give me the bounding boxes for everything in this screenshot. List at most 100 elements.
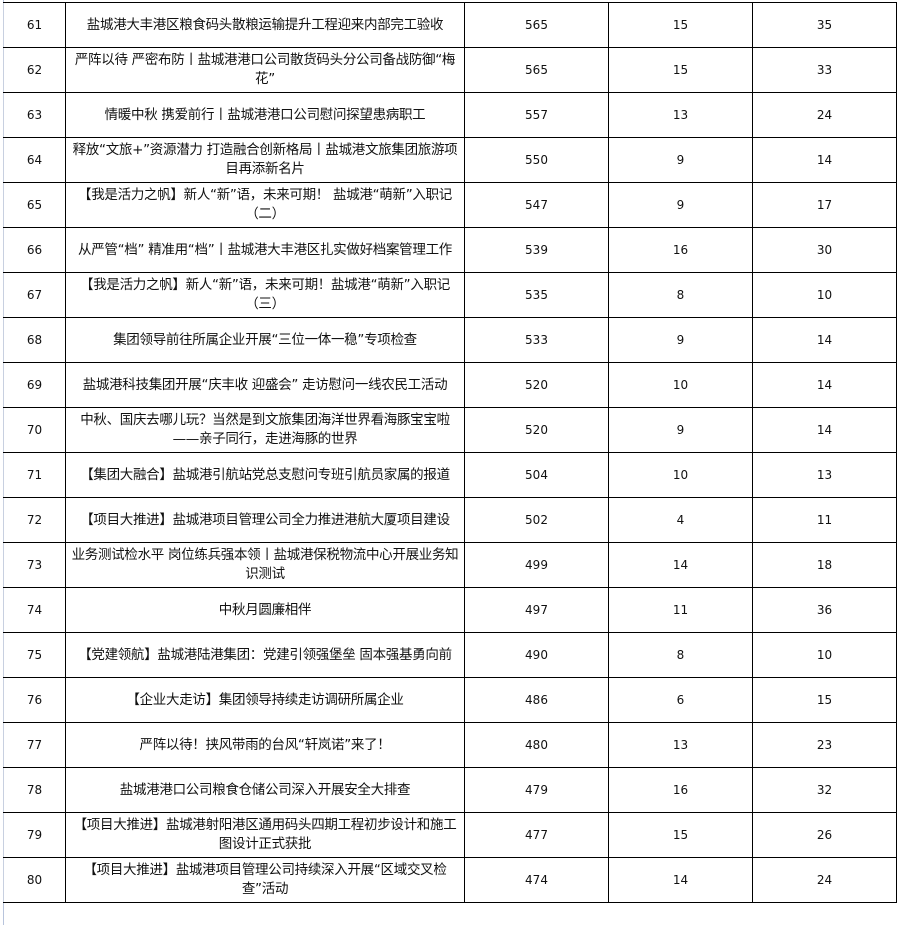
row-number-cell[interactable]: 66 [3,227,66,273]
title-cell[interactable]: 情暖中秋 携爱前行丨盐城港港口公司慰问探望患病职工 [65,92,465,138]
value-cell-2[interactable]: 14 [608,542,753,588]
title-cell[interactable]: 【我是活力之帆】新人“新”语，未来可期！盐城港“萌新”入职记（三） [65,272,465,318]
title-cell[interactable]: 集团领导前往所属企业开展“三位一体一稳”专项检查 [65,317,465,363]
value-cell-1[interactable]: 497 [464,587,609,633]
value-cell-2[interactable]: 9 [608,317,753,363]
row-number-cell[interactable]: 62 [3,47,66,93]
value-cell-2[interactable]: 15 [608,47,753,93]
value-cell-2[interactable]: 10 [608,452,753,498]
value-cell-2[interactable]: 8 [608,632,753,678]
value-cell-1[interactable]: 557 [464,92,609,138]
value-cell-3[interactable]: 14 [752,137,897,183]
value-cell-2[interactable]: 9 [608,407,753,453]
value-cell-3[interactable]: 23 [752,722,897,768]
value-cell-2[interactable]: 6 [608,677,753,723]
row-number-cell[interactable]: 78 [3,767,66,813]
value-cell-2[interactable]: 13 [608,722,753,768]
value-cell-2[interactable]: 15 [608,2,753,48]
value-cell-3[interactable]: 30 [752,227,897,273]
value-cell-3[interactable]: 24 [752,92,897,138]
value-cell-1[interactable]: 480 [464,722,609,768]
row-number-cell[interactable]: 65 [3,182,66,228]
value-cell-2[interactable]: 9 [608,137,753,183]
value-cell-1[interactable]: 533 [464,317,609,363]
row-number-cell[interactable]: 64 [3,137,66,183]
value-cell-2[interactable]: 9 [608,182,753,228]
value-cell-1[interactable]: 547 [464,182,609,228]
value-cell-1[interactable]: 490 [464,632,609,678]
row-number-cell[interactable]: 79 [3,812,66,858]
title-cell[interactable]: 严阵以待 严密布防丨盐城港港口公司散货码头分公司备战防御“梅花” [65,47,465,93]
value-cell-2[interactable]: 8 [608,272,753,318]
value-cell-2[interactable]: 14 [608,857,753,903]
value-cell-3[interactable]: 14 [752,317,897,363]
row-number-cell[interactable]: 67 [3,272,66,318]
value-cell-2[interactable]: 11 [608,587,753,633]
title-cell[interactable]: 中秋月圆廉相伴 [65,587,465,633]
row-number-cell[interactable]: 72 [3,497,66,543]
row-number-cell[interactable]: 80 [3,857,66,903]
title-cell[interactable]: 严阵以待！挟风带雨的台风“轩岚诺”来了！ [65,722,465,768]
row-number-cell[interactable]: 68 [3,317,66,363]
value-cell-1[interactable]: 539 [464,227,609,273]
value-cell-2[interactable]: 13 [608,92,753,138]
value-cell-2[interactable]: 15 [608,812,753,858]
row-number-cell[interactable]: 75 [3,632,66,678]
value-cell-1[interactable]: 479 [464,767,609,813]
title-cell[interactable]: 盐城港港口公司粮食仓储公司深入开展安全大排查 [65,767,465,813]
value-cell-3[interactable]: 33 [752,47,897,93]
value-cell-1[interactable]: 474 [464,857,609,903]
row-number-cell[interactable]: 77 [3,722,66,768]
title-cell[interactable]: 从严管“档” 精准用“档”丨盐城港大丰港区扎实做好档案管理工作 [65,227,465,273]
row-number-cell[interactable]: 61 [3,2,66,48]
row-number-cell[interactable]: 70 [3,407,66,453]
value-cell-1[interactable]: 520 [464,407,609,453]
value-cell-1[interactable]: 504 [464,452,609,498]
title-cell[interactable]: 【党建领航】盐城港陆港集团：党建引领强堡垒 固本强基勇向前 [65,632,465,678]
title-cell[interactable]: 【项目大推进】盐城港项目管理公司持续深入开展“区域交叉检查”活动 [65,857,465,903]
value-cell-1[interactable]: 565 [464,47,609,93]
row-number-cell[interactable]: 69 [3,362,66,408]
title-cell[interactable]: 中秋、国庆去哪儿玩？当然是到文旅集团海洋世界看海豚宝宝啦——亲子同行，走进海豚的… [65,407,465,453]
row-number-cell[interactable]: 63 [3,92,66,138]
title-cell[interactable]: 盐城港大丰港区粮食码头散粮运输提升工程迎来内部完工验收 [65,2,465,48]
value-cell-3[interactable]: 26 [752,812,897,858]
row-number-cell[interactable]: 73 [3,542,66,588]
value-cell-1[interactable]: 535 [464,272,609,318]
row-number-cell[interactable]: 71 [3,452,66,498]
value-cell-2[interactable]: 4 [608,497,753,543]
title-cell[interactable]: 【企业大走访】集团领导持续走访调研所属企业 [65,677,465,723]
title-cell[interactable]: 【集团大融合】盐城港引航站党总支慰问专班引航员家属的报道 [65,452,465,498]
value-cell-3[interactable]: 17 [752,182,897,228]
value-cell-1[interactable]: 486 [464,677,609,723]
value-cell-1[interactable]: 565 [464,2,609,48]
row-number-cell[interactable]: 74 [3,587,66,633]
value-cell-3[interactable]: 18 [752,542,897,588]
value-cell-3[interactable]: 32 [752,767,897,813]
value-cell-1[interactable]: 550 [464,137,609,183]
value-cell-1[interactable]: 477 [464,812,609,858]
value-cell-1[interactable]: 520 [464,362,609,408]
title-cell[interactable]: 【我是活力之帆】新人“新”语，未来可期！ 盐城港“萌新”入职记（二） [65,182,465,228]
value-cell-3[interactable]: 14 [752,362,897,408]
value-cell-3[interactable]: 24 [752,857,897,903]
value-cell-2[interactable]: 16 [608,767,753,813]
value-cell-2[interactable]: 16 [608,227,753,273]
value-cell-3[interactable]: 11 [752,497,897,543]
value-cell-3[interactable]: 14 [752,407,897,453]
value-cell-1[interactable]: 499 [464,542,609,588]
row-number-cell[interactable]: 76 [3,677,66,723]
value-cell-3[interactable]: 15 [752,677,897,723]
title-cell[interactable]: 【项目大推进】盐城港项目管理公司全力推进港航大厦项目建设 [65,497,465,543]
value-cell-3[interactable]: 36 [752,587,897,633]
title-cell[interactable]: 盐城港科技集团开展“庆丰收 迎盛会” 走访慰问一线农民工活动 [65,362,465,408]
title-cell[interactable]: 【项目大推进】盐城港射阳港区通用码头四期工程初步设计和施工图设计正式获批 [65,812,465,858]
value-cell-2[interactable]: 10 [608,362,753,408]
title-cell[interactable]: 释放“文旅+”资源潜力 打造融合创新格局丨盐城港文旅集团旅游项目再添新名片 [65,137,465,183]
value-cell-1[interactable]: 502 [464,497,609,543]
value-cell-3[interactable]: 10 [752,272,897,318]
title-cell[interactable]: 业务测试检水平 岗位练兵强本领丨盐城港保税物流中心开展业务知识测试 [65,542,465,588]
value-cell-3[interactable]: 35 [752,2,897,48]
value-cell-3[interactable]: 13 [752,452,897,498]
value-cell-3[interactable]: 10 [752,632,897,678]
